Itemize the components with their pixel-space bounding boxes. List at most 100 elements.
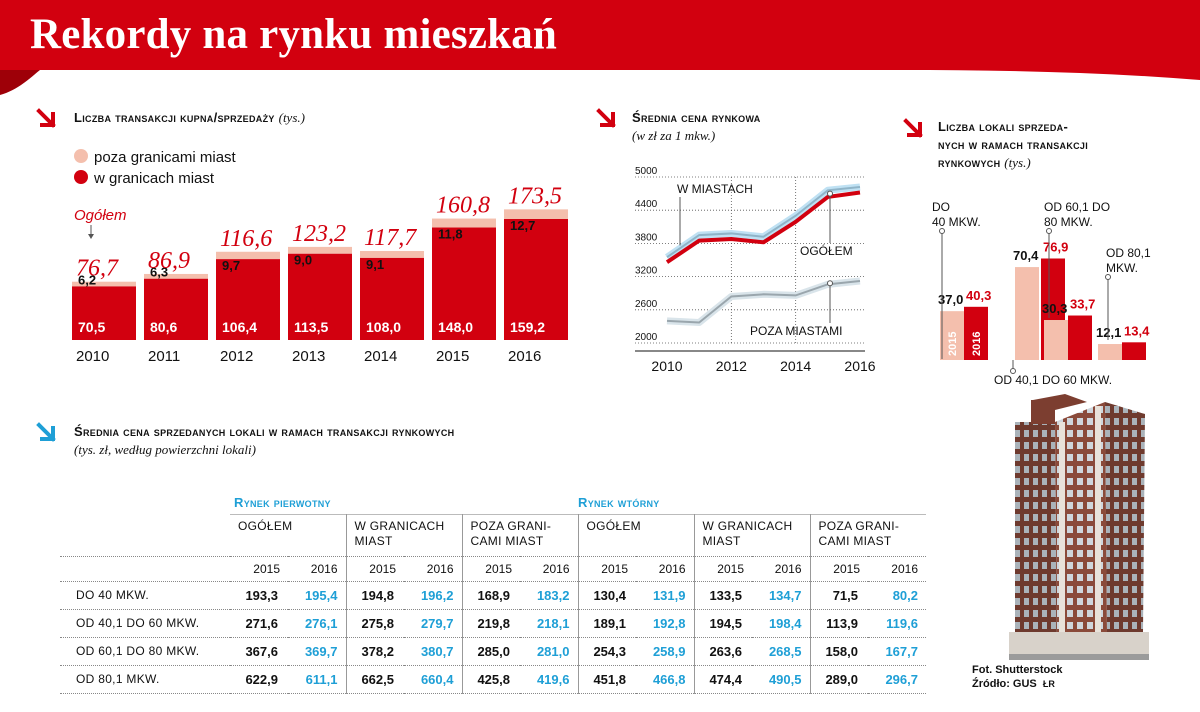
market-secondary-title: Rynek wtórny [578,495,660,511]
cell-2016: 119,6 [886,615,918,631]
section3-title: Liczba lokali sprzeda- nych w ramach tra… [938,119,1089,170]
year-2016: 2016 [288,556,347,581]
row-label: OD 80,1 MKW. [76,672,160,686]
x-tick-label: 2014 [780,358,811,374]
price-line-chart: 2000 2600 3200 3800 4400 5000 2010 2012 2014 2016… [635,166,875,374]
bar-in-cities [288,253,352,340]
cell-2015: 425,8 [477,671,510,687]
bar-in-cities [144,278,208,340]
total-label: 76,7 [76,256,119,282]
total-label: 116,6 [220,226,272,252]
section2-title: Średnia cena rynkowa [632,110,761,125]
y-tick-label: 2600 [635,299,658,310]
y-tick-label: 4400 [635,199,658,210]
bar-value-label: 9,7 [222,258,240,273]
bar-outside-cities [72,281,136,287]
bar-in-cities [360,257,424,340]
bar-value-label: 30,3 [1042,301,1067,316]
x-tick-label: 2015 [436,348,469,365]
cell-2016: 419,6 [520,665,579,693]
cell-2015: 622,9 [245,671,278,687]
category-label: 80 MKW. [1044,215,1093,229]
label-pointer-dot [827,190,833,197]
total-label: 173,5 [508,183,562,209]
cell-2015: 254,3 [593,643,626,659]
section4-subtitle: (tys. zł, według powierzchni lokali) [74,442,256,457]
table-row: OD 60,1 DO 80 MKW. 367,6 369,7 378,2 380,7 28… [60,637,926,665]
year-2016: 2016 [891,561,918,576]
category-label: DO [932,200,950,214]
year-2015: 2015 [369,561,396,576]
apartment-building-photo [1009,394,1149,660]
cell-2016: 296,7 [885,671,918,687]
cell-2015: 662,5 [361,671,394,687]
cell-2015: 289,0 [825,671,858,687]
cell-2016: 196,2 [404,581,463,609]
bar-in-cities [72,286,136,340]
total-label: 123,2 [292,221,346,247]
bar-value-label: 40,3 [966,288,991,303]
bar-value-label: 13,4 [1124,323,1150,338]
cell-2015: 378,2 [361,643,394,659]
cell-2016: 134,7 [752,581,811,609]
table-body: DO 40 MKW. 193,3 195,4 194,8 196,2 168,9 183,2… [60,581,926,693]
bar-value-label: 148,0 [438,319,473,335]
legend-item-outside: poza granicami miast [74,149,236,166]
cell-2016: 167,7 [885,643,918,659]
year-label-2015: 2015 [947,332,959,356]
row-label: DO 40 MKW. [76,588,150,602]
table-row: OD 40,1 DO 60 MKW. 271,6 276,1 275,8 279,7 21… [60,609,926,637]
bar-value-label: 80,6 [150,319,177,335]
year-2016: 2016 [636,556,695,581]
arrow-down-right-icon [36,422,56,442]
cell-2015: 275,8 [361,615,394,631]
total-annotation: Ogółem [74,207,127,224]
bar-value-label: 11,8 [438,227,463,242]
table-row: DO 40 MKW. 193,3 195,4 194,8 196,2 168,9 183,2… [60,581,926,609]
cell-2015: 271,6 [245,615,278,631]
x-tick-label: 2016 [508,348,541,365]
source-credit: Źródło: GUS ŁR [972,678,1055,690]
section1-title: Liczba transakcji kupna/sprzedaży (tys.) [74,110,305,125]
bar-outside-cities [504,209,568,220]
series-line-cities [666,185,861,259]
arrow-down-right-icon [903,118,923,138]
year-2015: 2015 [601,561,628,576]
col-head-outside: POZA GRANI- CAMI MIAST [810,513,926,556]
col-head-total: OGÓŁEM [578,513,695,556]
bar-value-label: 9,0 [294,253,312,268]
year-2016: 2016 [752,556,811,581]
cell-2015: 189,1 [593,615,626,631]
year-label-2016: 2016 [971,332,983,356]
bar-outside-cities [432,218,496,228]
series-label-outside: POZA MIASTAMI [750,324,842,338]
cell-2016: 198,4 [752,609,811,637]
cell-2015: 263,6 [709,643,742,659]
cell-2016: 218,1 [520,609,579,637]
x-tick-label: 2010 [76,348,109,365]
cell-2016: 80,2 [892,587,918,603]
bar-value-label: 37,0 [938,292,963,307]
bar-value-label: 76,9 [1043,239,1068,254]
cell-2016: 611,1 [288,665,347,693]
title-banner [0,0,1200,95]
cell-2016: 192,8 [636,609,695,637]
bar-2015 [1098,344,1122,360]
x-tick-label: 2013 [292,348,325,365]
bar-2015 [1044,320,1068,360]
bar-outside-cities [288,246,352,254]
year-2015: 2015 [717,561,744,576]
bar-value-label: 108,0 [366,319,401,335]
bar-value-label: 70,4 [1013,248,1039,263]
price-table: Rynek pierwotny Rynek wtórny OGÓŁEM W GR… [60,492,930,694]
category-pointer-dot [1010,368,1016,374]
series-label-total: OGÓŁEM [800,243,853,258]
cell-2015: 158,0 [825,643,858,659]
bar-2016 [964,306,988,360]
arrow-down-right-icon [36,108,56,128]
series-line-outside-halo [666,277,861,327]
cell-2016: 281,0 [520,637,579,665]
total-label: 160,8 [436,193,490,219]
bar-value-label: 12,7 [510,218,535,233]
market-primary-title: Rynek pierwotny [234,495,331,511]
